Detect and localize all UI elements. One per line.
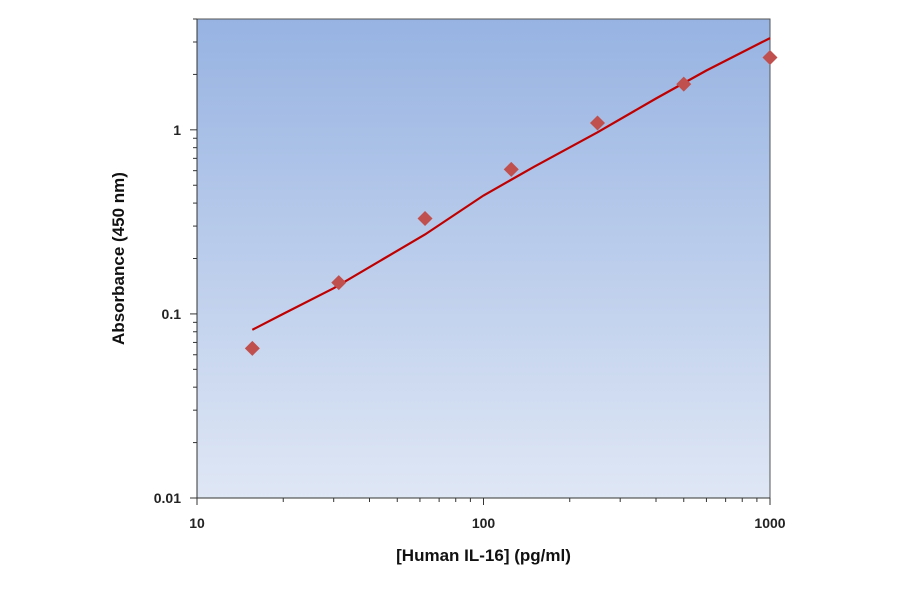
plot-area xyxy=(196,18,771,499)
x-tick-label: 10 xyxy=(189,515,205,531)
y-axis-title: Absorbance (450 nm) xyxy=(109,172,128,345)
y-tick-label: 0.01 xyxy=(154,490,181,506)
y-tick-label: 0.1 xyxy=(162,306,182,322)
data-point xyxy=(590,115,606,131)
data-point xyxy=(503,161,519,177)
data-point xyxy=(244,340,260,356)
x-axis-title: [Human IL-16] (pg/ml) xyxy=(396,546,571,565)
x-tick-label: 100 xyxy=(472,515,496,531)
fit-line xyxy=(251,37,771,331)
y-tick-label: 1 xyxy=(173,122,181,138)
x-tick-label: 1000 xyxy=(754,515,785,531)
data-point xyxy=(762,50,778,66)
data-point xyxy=(676,76,692,92)
data-point xyxy=(331,275,347,291)
data-point xyxy=(417,210,433,226)
